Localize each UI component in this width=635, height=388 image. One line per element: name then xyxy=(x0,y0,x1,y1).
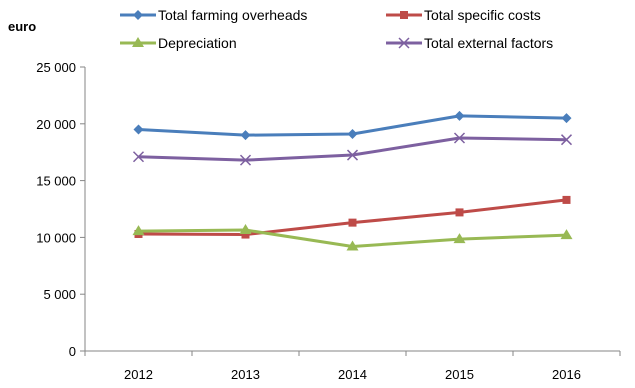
data-point-marker xyxy=(346,240,359,251)
data-point-marker xyxy=(240,130,251,141)
series-total-specific-costs xyxy=(134,195,571,239)
y-tick-label: 20 000 xyxy=(36,117,76,132)
y-tick-label: 25 000 xyxy=(36,60,76,75)
data-point-marker xyxy=(239,154,252,166)
data-point-marker xyxy=(347,129,358,140)
y-axis: 0 5 000 10 000 15 000 20 000 25 000 xyxy=(36,60,86,359)
data-point-marker xyxy=(455,208,464,217)
y-tick-label: 5 000 xyxy=(43,287,76,302)
x-tick-label: 2016 xyxy=(552,367,581,382)
legend-marker xyxy=(133,10,143,20)
data-point-marker xyxy=(454,110,465,121)
data-point-marker xyxy=(453,132,466,144)
y-tick-label: 15 000 xyxy=(36,174,76,189)
x-tick-label: 2015 xyxy=(445,367,474,382)
legend-marker xyxy=(132,37,144,47)
data-point-marker xyxy=(239,224,252,235)
x-tick-label: 2013 xyxy=(231,367,260,382)
data-point-marker xyxy=(561,113,572,124)
data-point-marker xyxy=(560,229,573,240)
series-layer xyxy=(132,110,573,251)
x-axis: 2012 2013 2014 2015 2016 xyxy=(84,350,621,382)
legend-marker xyxy=(398,37,410,49)
x-tick-label: 2014 xyxy=(338,367,367,382)
series-total-external-factors xyxy=(132,132,573,166)
series-line xyxy=(138,136,567,162)
data-point-marker xyxy=(346,149,359,161)
series-depreciation xyxy=(132,224,573,251)
series-total-farming-overheads xyxy=(133,110,572,141)
legend: Total farming overheads Total specific co… xyxy=(120,7,553,51)
legend-item: Total external factors xyxy=(386,35,553,51)
data-point-marker xyxy=(453,233,466,244)
data-point-marker xyxy=(562,195,571,204)
data-point-marker xyxy=(132,151,145,163)
data-point-marker xyxy=(133,124,144,135)
legend-item: Depreciation xyxy=(120,35,237,51)
legend-marker xyxy=(400,11,408,19)
y-tick-label: 0 xyxy=(69,344,76,359)
legend-label: Depreciation xyxy=(158,35,237,51)
data-point-marker xyxy=(560,134,573,146)
legend-label: Total farming overheads xyxy=(158,7,307,23)
legend-item: Total farming overheads xyxy=(120,7,307,23)
x-tick-label: 2012 xyxy=(124,367,153,382)
data-point-marker xyxy=(241,230,250,239)
legend-label: Total specific costs xyxy=(424,7,541,23)
data-point-marker xyxy=(348,218,357,227)
data-point-marker xyxy=(132,225,145,236)
legend-label: Total external factors xyxy=(424,35,553,51)
legend-item: Total specific costs xyxy=(386,7,541,23)
y-unit-label: euro xyxy=(8,19,36,34)
y-tick-label: 10 000 xyxy=(36,230,76,245)
